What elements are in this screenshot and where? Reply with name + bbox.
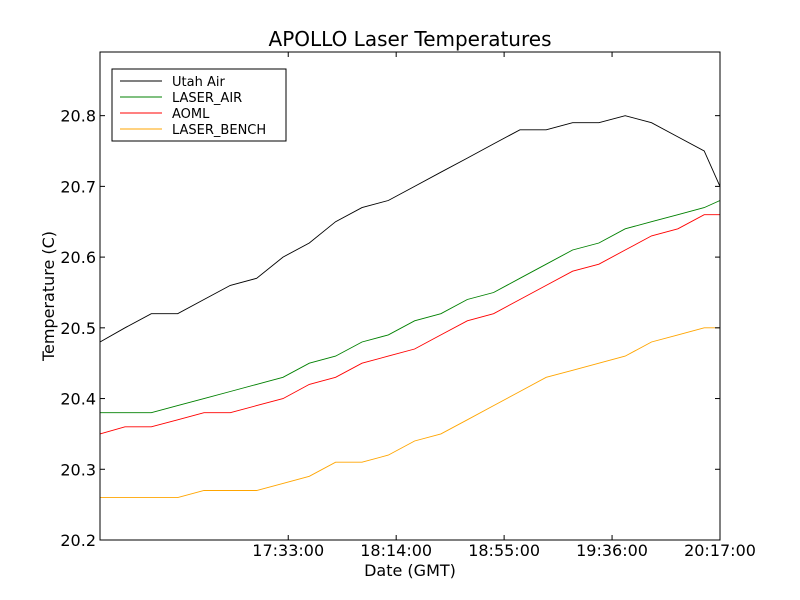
y-tick-label: 20.7 <box>60 177 96 196</box>
x-tick-label: 17:33:00 <box>252 541 324 560</box>
y-tick-label: 20.5 <box>60 319 96 338</box>
series-layer <box>99 115 721 499</box>
y-tick-label: 20.6 <box>60 248 96 267</box>
chart-title: APOLLO Laser Temperatures <box>269 27 552 51</box>
x-axis-label: Date (GMT) <box>364 561 456 580</box>
series-line-utah-air <box>99 115 721 343</box>
y-tick-label: 20.4 <box>60 390 96 409</box>
x-tick-label: 20:17:00 <box>684 541 756 560</box>
series-line-aoml <box>99 214 720 435</box>
y-axis-label: Temperature (C) <box>39 231 58 362</box>
x-tick-label: 19:36:00 <box>576 541 648 560</box>
legend-label-aoml: AOML <box>172 107 210 122</box>
y-tick-label: 20.3 <box>60 460 96 479</box>
plot-frame <box>99 51 721 541</box>
legend-label-laser-air: LASER_AIR <box>172 91 242 106</box>
y-tick-label: 20.8 <box>60 107 96 126</box>
legend-label-utah-air: Utah Air <box>172 75 225 90</box>
y-tick-label: 20.2 <box>60 531 96 550</box>
x-tick-label: 18:14:00 <box>360 541 432 560</box>
ticks-layer: 20.2 20.3 20.4 20.5 20.6 20.7 20.8 17:33:00 18:1… <box>60 52 756 560</box>
x-tick-label: 18:55:00 <box>468 541 540 560</box>
series-line-laser-air <box>100 200 721 414</box>
series-line-laser-bench <box>100 327 720 499</box>
legend-label-laser-bench: LASER_BENCH <box>172 123 266 138</box>
